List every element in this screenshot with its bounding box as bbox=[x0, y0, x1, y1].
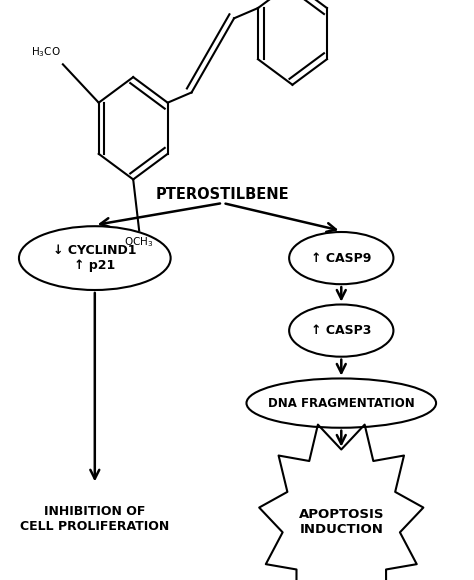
Ellipse shape bbox=[19, 226, 171, 290]
Text: ↓ CYCLIND1
↑ p21: ↓ CYCLIND1 ↑ p21 bbox=[53, 244, 137, 272]
Text: ↑ CASP3: ↑ CASP3 bbox=[311, 324, 372, 337]
Text: OCH$_3$: OCH$_3$ bbox=[125, 235, 154, 249]
Polygon shape bbox=[259, 425, 423, 580]
Text: DNA FRAGMENTATION: DNA FRAGMENTATION bbox=[268, 397, 415, 409]
Text: ↑ CASP9: ↑ CASP9 bbox=[311, 252, 372, 264]
Ellipse shape bbox=[289, 304, 393, 357]
Ellipse shape bbox=[289, 232, 393, 284]
Text: PTEROSTILBENE: PTEROSTILBENE bbox=[156, 187, 290, 202]
Text: INHIBITION OF
CELL PROLIFERATION: INHIBITION OF CELL PROLIFERATION bbox=[20, 505, 169, 532]
Text: H$_3$CO: H$_3$CO bbox=[31, 45, 61, 59]
Ellipse shape bbox=[246, 378, 436, 428]
Text: APOPTOSIS
INDUCTION: APOPTOSIS INDUCTION bbox=[299, 508, 384, 536]
